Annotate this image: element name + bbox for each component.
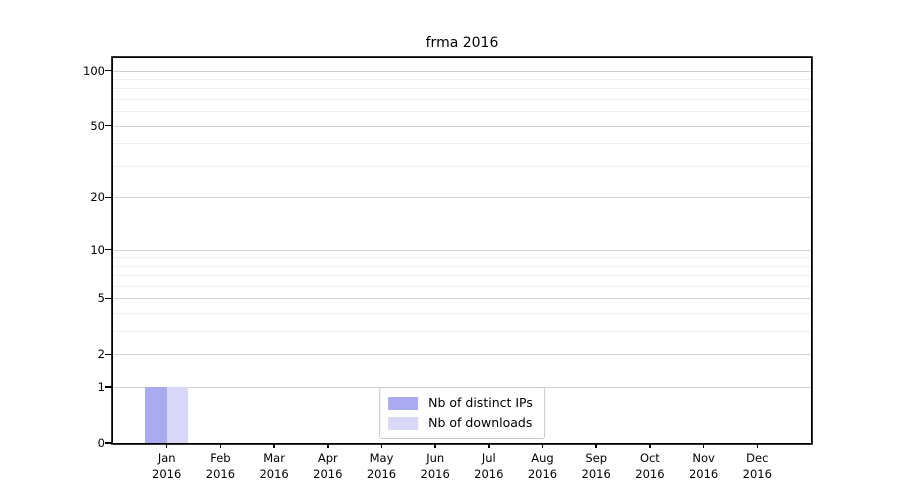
x-tick-label: Jul 2016 bbox=[461, 450, 517, 482]
legend-row: Nb of distinct IPs bbox=[388, 393, 533, 413]
minor-gridline bbox=[113, 257, 811, 259]
minor-gridline bbox=[113, 111, 811, 113]
x-tick-month: Oct bbox=[639, 451, 660, 465]
x-tick-mark bbox=[595, 443, 597, 448]
y-tick-label: 10 bbox=[90, 242, 105, 257]
x-tick-year: 2016 bbox=[527, 467, 558, 481]
minor-gridline bbox=[113, 79, 811, 80]
legend-label: Nb of downloads bbox=[428, 415, 533, 430]
minor-gridline bbox=[113, 165, 811, 167]
x-tick-month: Dec bbox=[746, 451, 769, 465]
y-tick-label: 50 bbox=[90, 118, 105, 133]
legend: Nb of distinct IPs Nb of downloads bbox=[379, 387, 545, 439]
x-tick-label: Jan 2016 bbox=[139, 450, 195, 482]
x-tick-year: 2016 bbox=[420, 467, 450, 481]
x-tick-mark bbox=[219, 443, 222, 448]
x-tick-year: 2016 bbox=[635, 467, 665, 481]
x-tick-year: 2016 bbox=[581, 467, 611, 481]
x-tick-year: 2016 bbox=[205, 467, 236, 481]
x-tick-year: 2016 bbox=[474, 467, 504, 481]
major-gridline bbox=[113, 125, 811, 127]
y-tick-mark bbox=[105, 196, 113, 199]
x-tick-year: 2016 bbox=[259, 467, 289, 481]
chart-title: frma 2016 bbox=[425, 35, 499, 51]
x-tick-month: Sep bbox=[585, 451, 608, 465]
x-tick-year: 2016 bbox=[688, 467, 719, 481]
x-tick-label: Mar 2016 bbox=[246, 450, 302, 482]
x-tick-label: Aug 2016 bbox=[515, 450, 571, 482]
major-gridline bbox=[113, 197, 811, 199]
x-tick-label: Jun 2016 bbox=[407, 450, 463, 482]
x-tick-mark bbox=[756, 443, 759, 448]
y-tick-mark bbox=[105, 69, 113, 72]
y-tick-label: 0 bbox=[97, 436, 105, 450]
x-tick-month: Nov bbox=[692, 451, 715, 465]
x-tick-year: 2016 bbox=[152, 467, 182, 481]
minor-gridline bbox=[113, 265, 811, 267]
major-gridline bbox=[113, 354, 811, 356]
x-tick-mark bbox=[702, 443, 705, 448]
x-tick-month: Jul bbox=[481, 451, 496, 465]
x-tick-year: 2016 bbox=[742, 467, 772, 481]
legend-label: Nb of distinct IPs bbox=[428, 395, 533, 410]
x-tick-label: May 2016 bbox=[354, 450, 410, 482]
x-tick-label: Oct 2016 bbox=[622, 450, 678, 482]
x-tick-label: Nov 2016 bbox=[676, 450, 732, 482]
x-tick-month: Apr bbox=[317, 451, 338, 465]
legend-row: Nb of downloads bbox=[388, 413, 533, 433]
x-tick-month: Jun bbox=[426, 451, 445, 465]
x-tick-mark bbox=[380, 443, 383, 448]
y-tick-label: 20 bbox=[90, 190, 105, 205]
bar-distinct-ips bbox=[145, 387, 167, 443]
y-tick-label: 2 bbox=[97, 347, 105, 362]
y-tick-label: 5 bbox=[97, 291, 105, 306]
minor-gridline bbox=[113, 143, 811, 145]
minor-gridline bbox=[113, 275, 811, 277]
minor-gridline bbox=[113, 313, 811, 315]
minor-gridline bbox=[113, 331, 811, 333]
x-tick-year: 2016 bbox=[313, 467, 343, 481]
plot-area: Nb of distinct IPs Nb of downloads bbox=[113, 58, 811, 443]
x-tick-mark bbox=[649, 443, 651, 448]
legend-swatch-downloads bbox=[388, 416, 419, 430]
x-tick-mark bbox=[273, 443, 275, 448]
y-tick-label: 1 bbox=[97, 380, 105, 395]
x-tick-mark bbox=[165, 443, 168, 448]
x-tick-month: Jan bbox=[157, 451, 176, 465]
y-tick-mark bbox=[105, 386, 113, 388]
minor-gridline bbox=[113, 88, 811, 90]
major-gridline bbox=[113, 70, 811, 72]
x-tick-label: Sep 2016 bbox=[568, 450, 624, 482]
bar-downloads bbox=[166, 387, 189, 443]
x-tick-mark bbox=[488, 443, 490, 448]
y-tick-mark bbox=[105, 297, 113, 300]
x-tick-mark bbox=[434, 443, 436, 448]
x-tick-label: Dec 2016 bbox=[729, 450, 785, 482]
x-tick-month: Mar bbox=[263, 451, 285, 465]
major-gridline bbox=[113, 298, 811, 300]
x-tick-label: Feb 2016 bbox=[192, 450, 248, 482]
x-tick-label: Apr 2016 bbox=[300, 450, 356, 482]
x-tick-month: May bbox=[369, 451, 394, 465]
legend-swatch-distinct-ips bbox=[388, 396, 419, 410]
major-gridline bbox=[113, 249, 811, 251]
x-tick-mark bbox=[327, 443, 329, 448]
x-tick-mark bbox=[541, 443, 544, 448]
y-tick-mark bbox=[105, 248, 113, 251]
x-tick-month: Feb bbox=[210, 451, 231, 465]
minor-gridline bbox=[113, 286, 811, 287]
x-tick-year: 2016 bbox=[366, 467, 397, 481]
minor-gridline bbox=[113, 99, 811, 100]
y-tick-label: 100 bbox=[83, 63, 105, 78]
x-tick-month: Aug bbox=[531, 451, 554, 465]
y-tick-mark bbox=[105, 124, 113, 127]
y-tick-mark bbox=[105, 353, 113, 356]
y-tick-mark bbox=[105, 442, 113, 444]
